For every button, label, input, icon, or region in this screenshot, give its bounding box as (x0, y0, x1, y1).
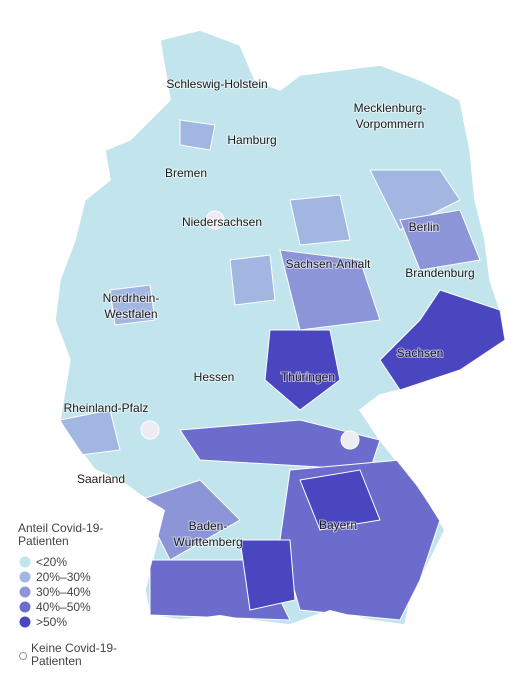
region (299, 469, 381, 531)
region-label: Rheinland-Pfalz (64, 401, 149, 415)
region-label: Thüringen (281, 370, 335, 384)
legend-swatch (19, 652, 27, 660)
legend-swatch (19, 556, 31, 568)
region (179, 419, 381, 471)
legend-title: Anteil Covid-19- (18, 521, 103, 535)
no-data-region (420, 440, 440, 460)
region-label: Sachsen (397, 346, 444, 360)
legend-swatch (19, 601, 31, 613)
region-label: Bremen (165, 166, 207, 180)
region-label: Nordrhein- (103, 291, 160, 305)
legend-label: 40%–50% (36, 600, 91, 614)
region-label: Baden- (189, 519, 228, 533)
region (229, 254, 276, 306)
legend-title: Patienten (18, 534, 69, 548)
legend-label: Keine Covid-19- (31, 641, 117, 655)
region (239, 539, 296, 611)
legend-swatch (19, 616, 31, 628)
region-label: Berlin (409, 220, 440, 234)
region (179, 119, 216, 151)
no-data-region (205, 210, 225, 230)
legend-label: 20%–30% (36, 570, 91, 584)
region-label: Hessen (194, 370, 235, 384)
regions (59, 119, 505, 621)
legend-swatch (19, 586, 31, 598)
region-label: Sachsen-Anhalt (286, 257, 371, 271)
region-label: Niedersachsen (182, 215, 262, 229)
region-label: Schleswig-Holstein (166, 77, 267, 91)
legend-label: Patienten (31, 654, 82, 668)
region-label: Bayern (319, 518, 357, 532)
region (289, 194, 351, 246)
legend-label: 30%–40% (36, 585, 91, 599)
no-data-region (340, 430, 360, 450)
region (279, 249, 381, 331)
region-label: Westfalen (104, 307, 157, 321)
region-label: Hamburg (227, 133, 276, 147)
legend-label: >50% (36, 615, 67, 629)
region-label: Mecklenburg- (354, 101, 427, 115)
region (399, 209, 481, 271)
no-data-region (140, 420, 160, 440)
region-label: Württemberg (173, 535, 242, 549)
region-label: Brandenburg (405, 266, 474, 280)
region-label: Saarland (77, 472, 125, 486)
region (369, 169, 461, 231)
region (109, 284, 156, 326)
region-label: Vorpommern (356, 117, 425, 131)
legend-label: <20% (36, 555, 67, 569)
region (139, 479, 241, 561)
legend-swatch (19, 571, 31, 583)
region (264, 329, 341, 411)
